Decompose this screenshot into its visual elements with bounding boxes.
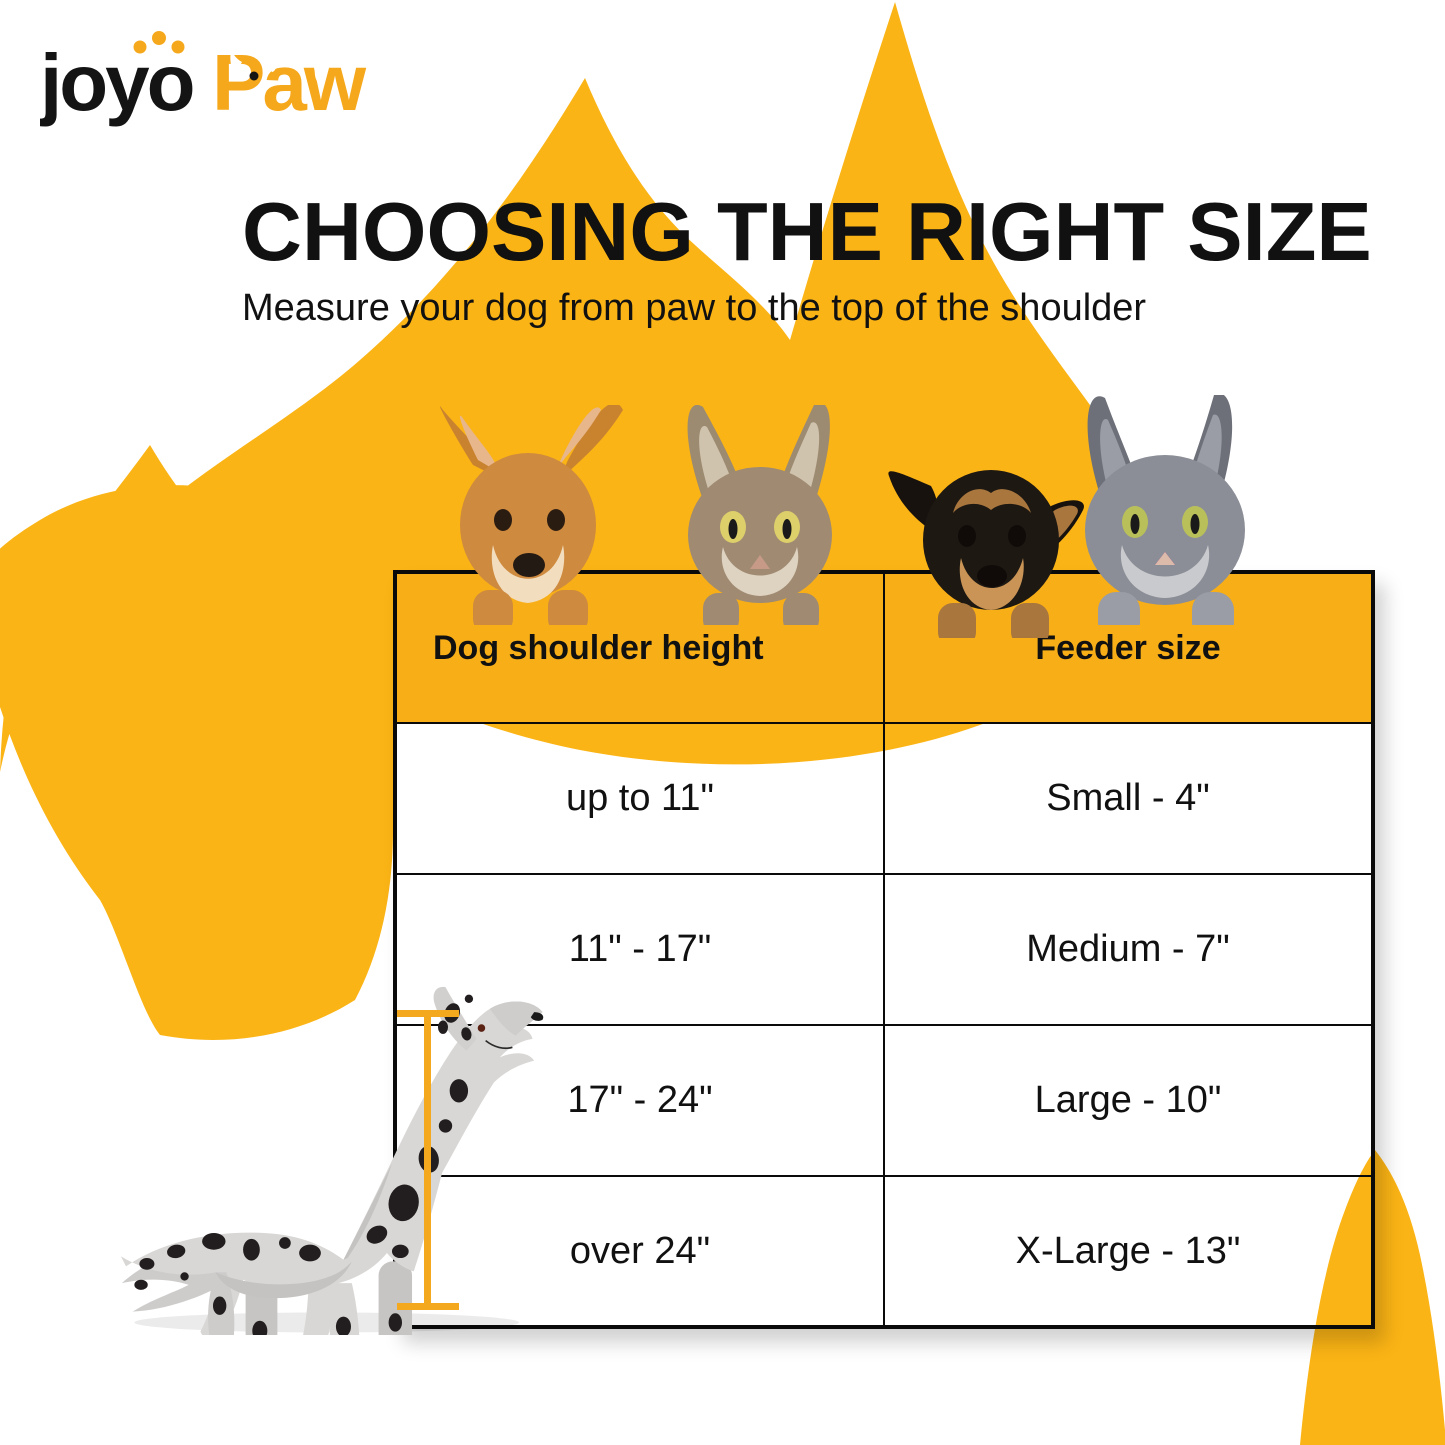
svg-text:Paw: Paw (212, 38, 367, 127)
svg-text:joyo: joyo (40, 38, 193, 127)
